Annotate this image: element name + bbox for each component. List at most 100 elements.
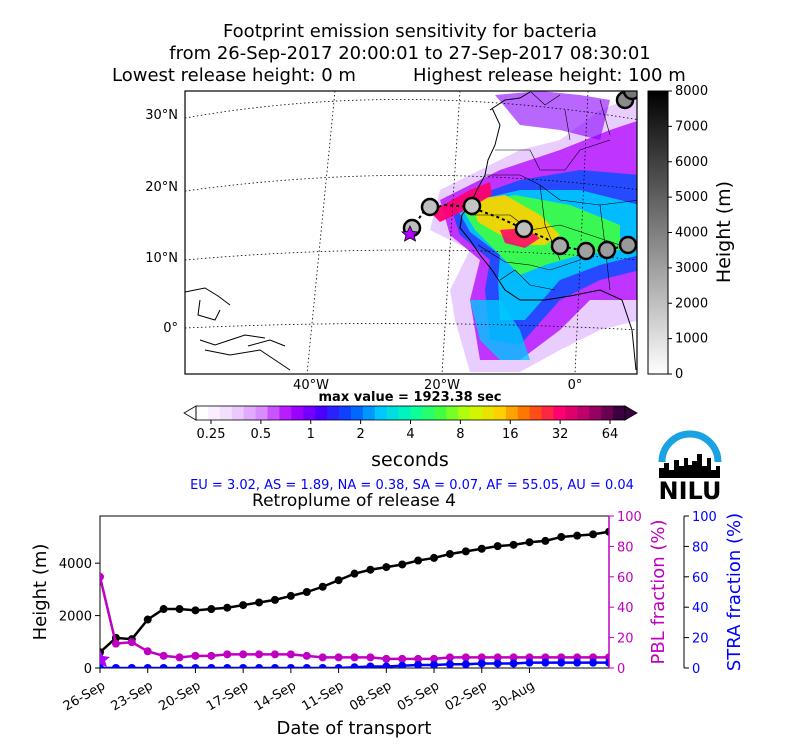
sensitivity-colorbar-segment xyxy=(398,406,411,420)
sensitivity-colorbar-segment xyxy=(315,406,328,420)
series-point-2 xyxy=(191,664,200,668)
sensitivity-colorbar-segment xyxy=(231,406,245,420)
sensitivity-colorbar-segment xyxy=(529,406,543,420)
sensitivity-colorbar-tick-label: 4 xyxy=(406,427,414,442)
sensitivity-colorbar-segment xyxy=(362,406,376,420)
y3-tick-label: 40 xyxy=(692,601,709,616)
series-point-2 xyxy=(334,664,343,668)
trajectory-markers xyxy=(402,91,637,261)
series-point-0 xyxy=(398,560,407,569)
y2-tick-label: 100 xyxy=(617,510,642,525)
height-colorbar: 8000 7000 6000 5000 4000 3000 2000 1000 0 Height… xyxy=(647,84,735,382)
series-point-1 xyxy=(430,654,439,663)
series-point-0 xyxy=(461,547,470,556)
series-point-2 xyxy=(382,662,391,668)
series-point-1 xyxy=(100,572,104,581)
series-point-2 xyxy=(605,658,609,667)
y2-tick-label: 20 xyxy=(617,632,634,647)
sensitivity-colorbar-segment xyxy=(565,406,578,420)
series-point-2 xyxy=(207,664,216,668)
map-lat-label-10: 10°N xyxy=(145,251,178,266)
series-point-1 xyxy=(509,653,518,662)
title-highest-release: Highest release height: 100 m xyxy=(413,65,686,86)
map-lon-label-20w: 20°W xyxy=(424,378,460,393)
release-star-icon xyxy=(100,650,110,667)
series-point-2 xyxy=(111,664,120,668)
trajectory-marker-2 xyxy=(420,197,440,217)
sensitivity-colorbar-max-arrow xyxy=(624,405,638,421)
region-fractions-text: EU = 3.02, AS = 1.89, NA = 0.38, SA = 0.… xyxy=(190,478,634,493)
series-point-0 xyxy=(255,598,264,607)
series-point-1 xyxy=(270,650,279,659)
series-point-2 xyxy=(573,658,582,667)
series-point-0 xyxy=(270,595,279,604)
trajectory-marker-6 xyxy=(576,241,596,261)
sensitivity-colorbar-segment xyxy=(267,406,280,420)
sensitivity-colorbar-tick-label: 0.25 xyxy=(197,427,226,442)
sensitivity-colorbar-segment xyxy=(458,406,471,420)
sensitivity-colorbar-segment xyxy=(327,406,340,420)
series-point-0 xyxy=(493,542,502,551)
series-point-2 xyxy=(223,664,232,668)
series-point-2 xyxy=(255,664,264,668)
series-point-2 xyxy=(286,664,295,668)
sensitivity-colorbar-segment xyxy=(410,406,423,420)
sensitivity-colorbar-segment xyxy=(553,406,566,420)
trajectory-marker-3 xyxy=(462,196,482,216)
series-point-2 xyxy=(430,660,439,668)
x-tick-label: 08-Sep xyxy=(347,678,394,714)
y-axis-stra: 0 20 40 60 80 100 xyxy=(683,510,717,677)
y-axis-label-pbl: PBL fraction (%) xyxy=(648,520,669,665)
y-axis-label-height: Height (m) xyxy=(30,544,51,641)
y-axis-pbl: 0 20 40 60 80 100 xyxy=(608,510,642,677)
plot-frame xyxy=(99,515,610,669)
sensitivity-colorbar-segment xyxy=(207,406,221,420)
series-point-1 xyxy=(175,653,184,662)
series-point-0 xyxy=(509,540,518,549)
series-point-2 xyxy=(398,661,407,668)
sensitivity-colorbar-segment xyxy=(291,406,304,420)
series-point-0 xyxy=(541,536,550,545)
series-point-2 xyxy=(493,659,502,668)
series-point-2 xyxy=(302,664,311,668)
x-axis: 26-Sep 23-Sep 20-Sep 17-Sep 14-Sep 11-Sep 08-S… xyxy=(61,668,538,715)
height-colorbar-label: Height (m) xyxy=(713,181,735,283)
x-tick-label: 30-Aug xyxy=(490,678,538,714)
series-point-0 xyxy=(350,569,359,578)
y2-tick-label: 60 xyxy=(617,571,634,586)
sensitivity-colorbar-tick-label: 32 xyxy=(552,427,569,442)
series-point-2 xyxy=(100,664,104,668)
trajectory-marker-7 xyxy=(597,240,617,260)
series-point-0 xyxy=(159,605,168,614)
sensitivity-colorbar-segment xyxy=(303,406,316,420)
sensitivity-colorbar: 0.25 0.5 1 2 4 8 16 32 64 seconds xyxy=(183,405,638,471)
series-point-0 xyxy=(605,527,609,536)
series-point-1 xyxy=(350,653,359,662)
sensitivity-colorbar-segment xyxy=(196,406,209,420)
series-point-1 xyxy=(461,653,470,662)
timeseries-plot: 26-Sep 23-Sep 20-Sep 17-Sep 14-Sep 11-Sep 08-S… xyxy=(59,510,717,715)
height-colorbar-tick-label: 4000 xyxy=(675,226,708,241)
y2-tick-label: 80 xyxy=(617,540,634,555)
series-point-1 xyxy=(414,654,423,663)
map-lon-label-40w: 40°W xyxy=(293,378,329,393)
series-point-1 xyxy=(239,650,248,659)
sensitivity-colorbar-min-arrow xyxy=(183,405,197,421)
series-point-2 xyxy=(589,658,598,667)
series-point-1 xyxy=(191,651,200,660)
series-point-0 xyxy=(239,601,248,610)
x-tick-label: 17-Sep xyxy=(204,678,251,714)
sensitivity-colorbar-segment xyxy=(243,406,257,420)
series-point-2 xyxy=(270,664,279,668)
series-point-2 xyxy=(239,664,248,668)
series-point-0 xyxy=(573,531,582,540)
series-point-2 xyxy=(445,660,454,668)
y-axis-height: 0 2000 4000 xyxy=(59,557,100,677)
y2-tick-label: 40 xyxy=(617,601,634,616)
series-point-1 xyxy=(302,651,311,660)
sensitivity-colorbar-tick-label: 0.5 xyxy=(251,427,272,442)
height-colorbar-tick-label: 8000 xyxy=(675,84,708,99)
map-lat-label-0: 0° xyxy=(163,321,178,336)
series-point-2 xyxy=(477,659,486,668)
